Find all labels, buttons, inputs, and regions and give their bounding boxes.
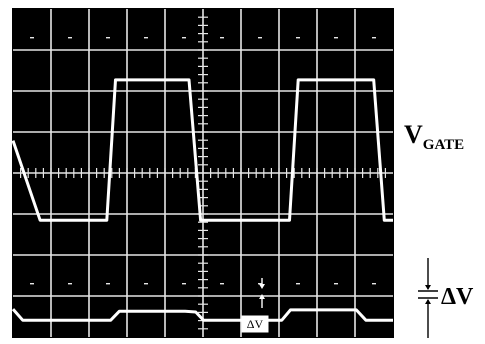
series-label-vgate: VGATE [404,120,464,153]
inset-arrowhead-bottom [259,294,265,299]
vgate-label-main: V [404,120,423,149]
graticule [13,9,393,337]
side-label: ΔV [441,284,474,310]
traces [11,78,393,322]
side-arrowhead-top [425,285,431,290]
inset-arrowhead-top [259,284,265,289]
trace-delta-v [11,308,393,322]
inset-label: ΔV [247,317,264,331]
vgate-label-sub: GATE [423,137,464,153]
delta-v-side-marker: ΔV [418,258,474,338]
trace-vgate [11,78,393,222]
inset-label-box [241,315,269,333]
delta-v-inset: ΔV [241,278,269,333]
